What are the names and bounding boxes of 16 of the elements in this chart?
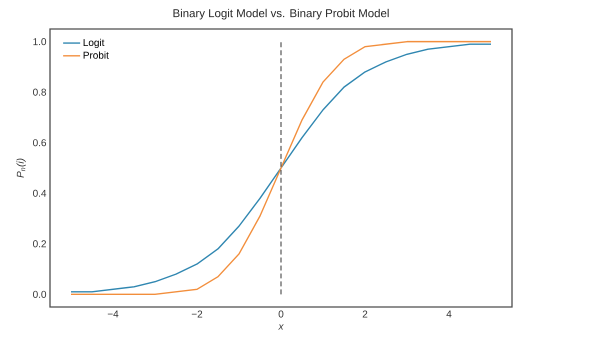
x-tick-label: 4 [446,310,452,318]
y-tick-label: 0.0 [33,290,46,298]
x-axis-title: x [278,324,284,330]
y-tick-label: 0.4 [33,190,46,197]
chart-title: Binary Logit Model vs. Binary Probit Model [173,8,389,20]
y-tick-label: 1.0 [33,38,46,46]
y-tick-label: 0.8 [33,88,46,96]
x-tick-label: 0 [278,310,284,318]
y-tick-label: 0.2 [33,240,46,248]
legend-label: Probit [84,51,109,59]
y-axis-title: P$_{n}$(i) [16,158,26,178]
x-tick-label: −2 [192,310,202,318]
legend-label: Logit [84,38,104,48]
y-tick-label: 0.6 [33,139,46,146]
x-tick-label: 2 [362,310,368,318]
x-tick-label: −4 [108,310,118,318]
